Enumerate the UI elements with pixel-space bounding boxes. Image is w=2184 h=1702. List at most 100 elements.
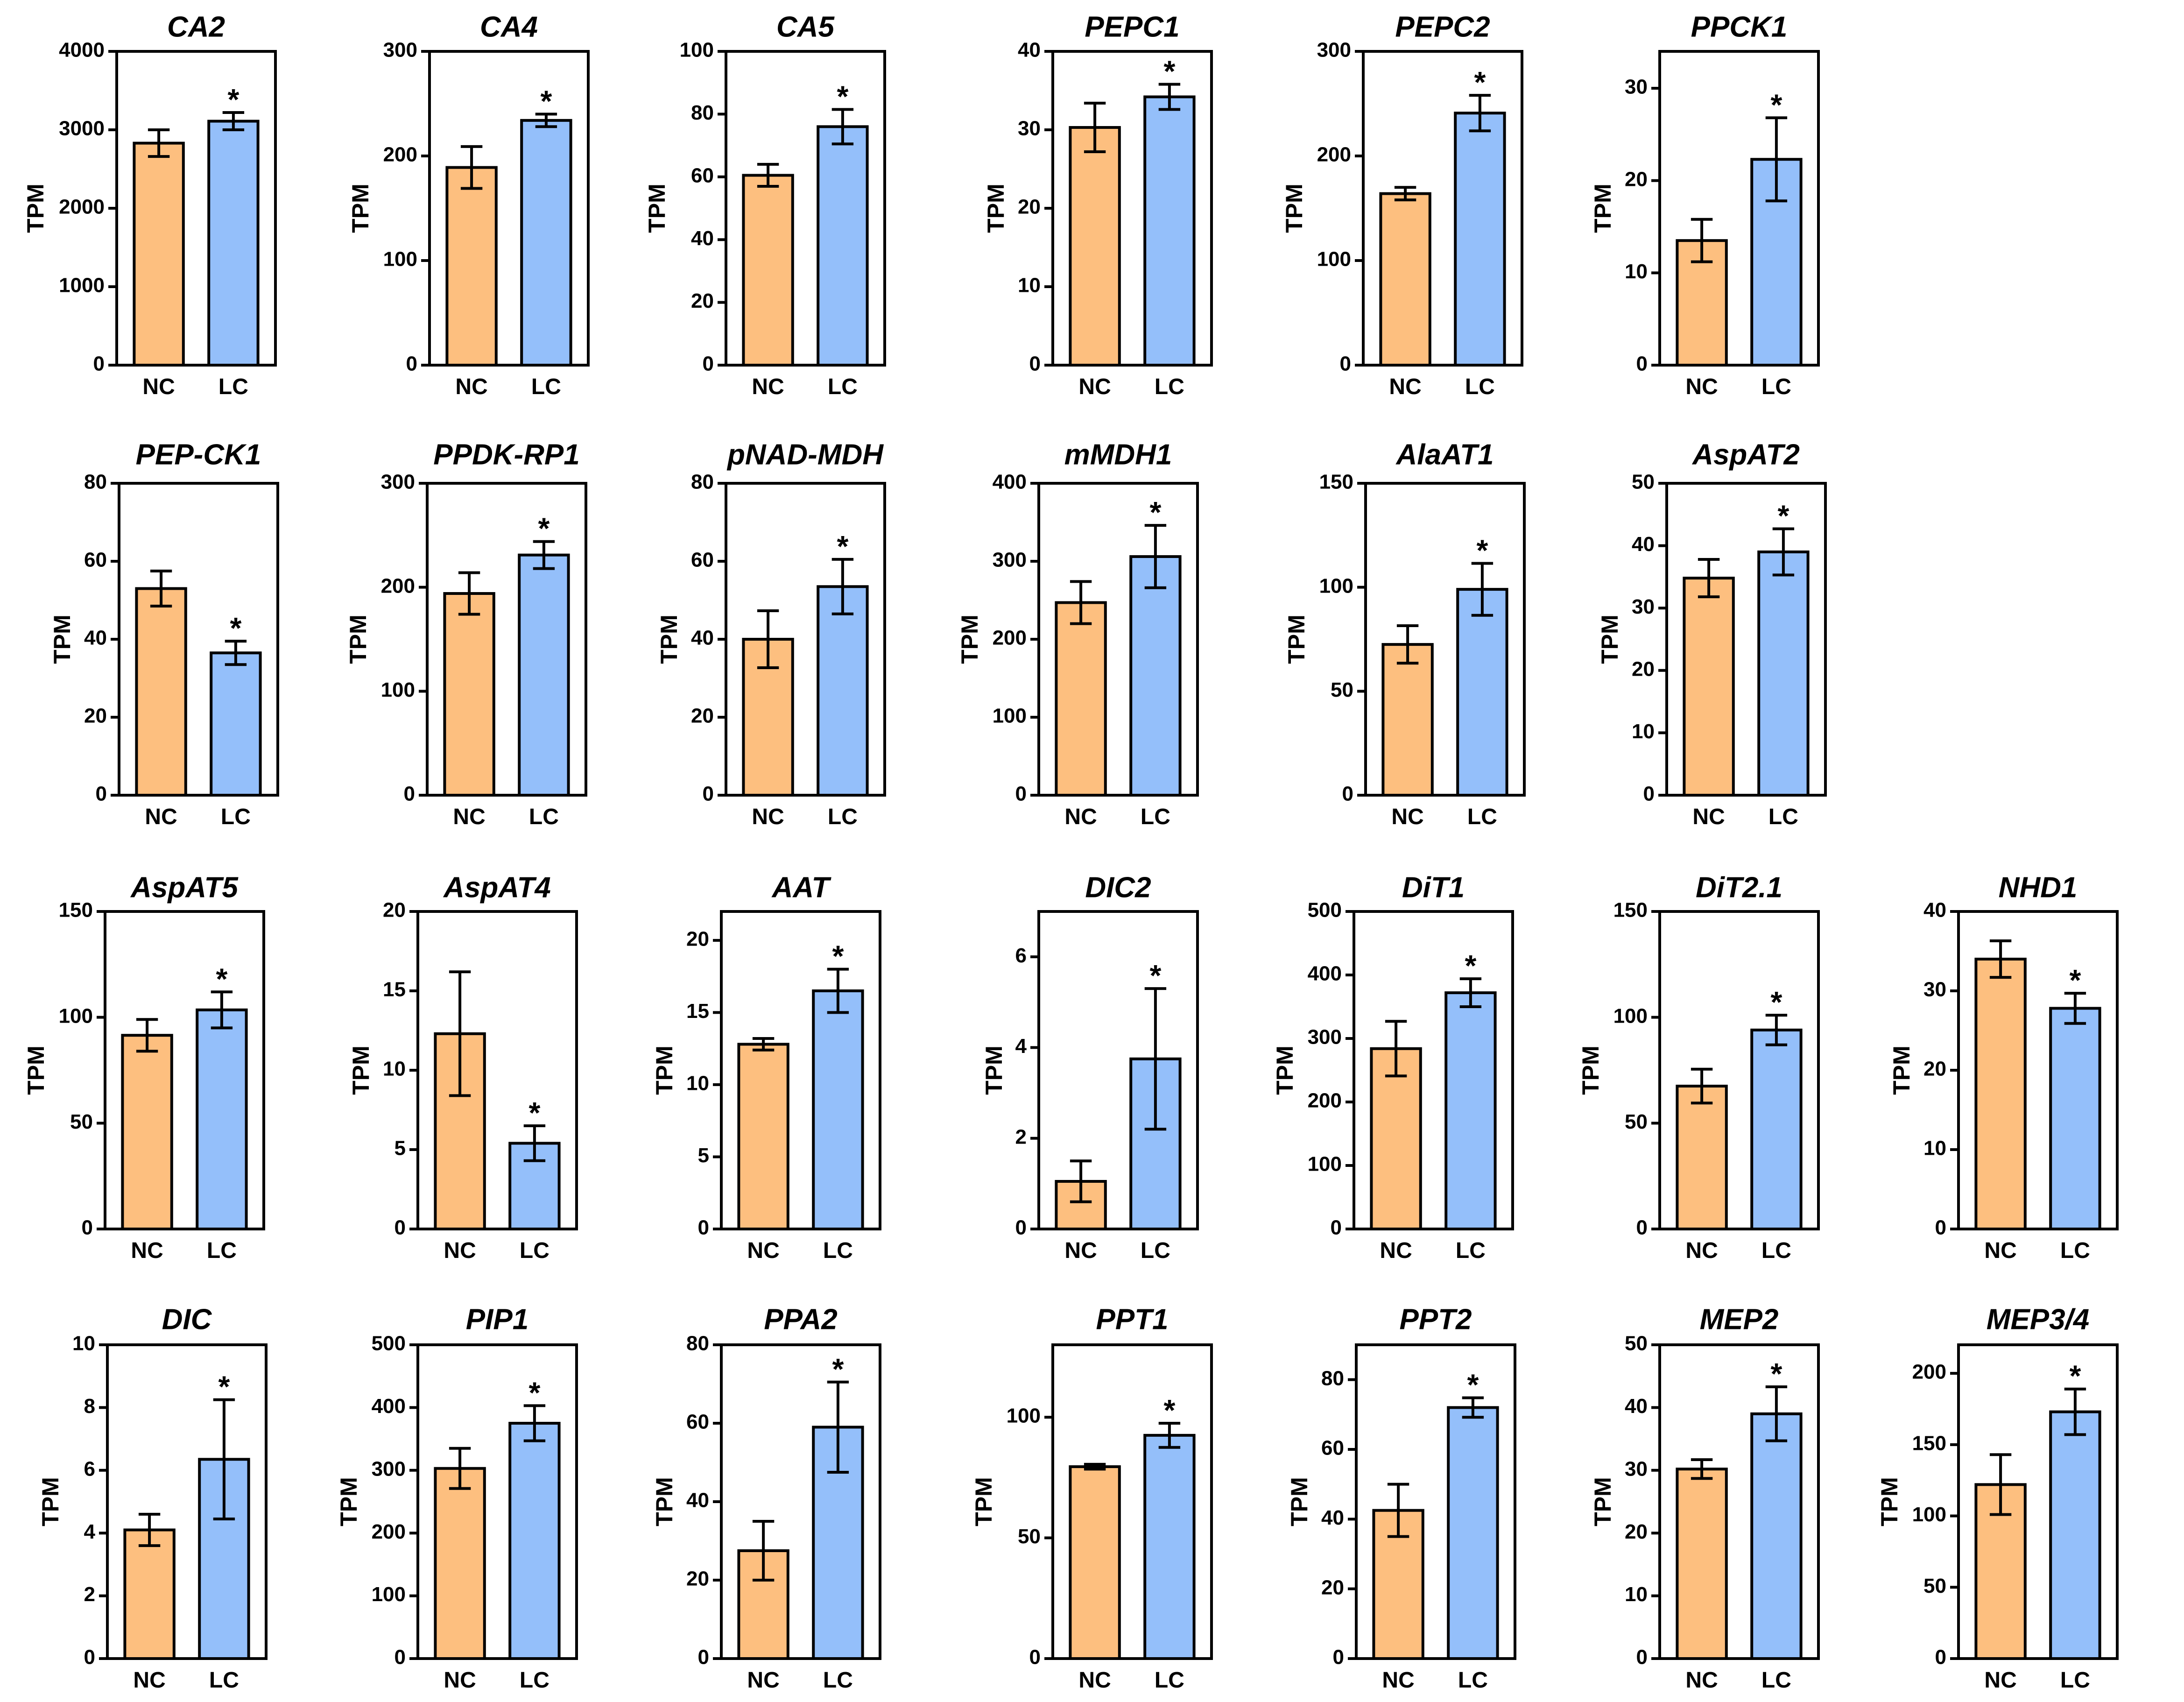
y-tick-label: 0: [1029, 1646, 1041, 1669]
significance-star: *: [538, 512, 550, 545]
panel-mmdh1: mMDH1NC*LC0100200300400TPM: [957, 438, 1198, 829]
y-tick-label: 0: [1935, 1646, 1946, 1669]
panel-title: AlaAT1: [1395, 438, 1494, 471]
panel-title: PPT2: [1399, 1303, 1472, 1335]
y-tick-label: 20: [1632, 657, 1655, 680]
y-axis-label: TPM: [348, 1045, 374, 1095]
panel-title: PIP1: [466, 1303, 528, 1335]
y-tick-label: 100: [1912, 1503, 1946, 1526]
y-tick-label: 300: [372, 1457, 406, 1480]
significance-star: *: [1770, 88, 1782, 121]
panel-pnad-mdh: pNAD-MDHNC*LC020406080TPM: [656, 438, 885, 829]
y-tick-label: 40: [1321, 1506, 1344, 1529]
significance-star: *: [837, 79, 848, 113]
significance-star: *: [1467, 1368, 1479, 1401]
bar-lc: [510, 1423, 559, 1659]
panel-ppdk-rp1: PPDK-RP1 NC * LC 0 100 200 300 TPM: [345, 438, 586, 829]
y-tick-label: 40: [84, 627, 107, 650]
y-tick-label: 10: [1923, 1137, 1946, 1160]
y-axis-label: TPM: [345, 614, 371, 664]
y-tick-label: 400: [372, 1395, 406, 1418]
y-tick-label: 40: [1923, 899, 1946, 922]
y-tick-label: 20: [1018, 196, 1041, 219]
bar-lc: [211, 653, 260, 795]
category-label-nc: NC: [747, 1668, 779, 1693]
y-tick-label: 0: [1636, 1216, 1648, 1239]
panel-title: CA2: [167, 11, 225, 43]
y-axis-label: TPM: [336, 1477, 362, 1526]
significance-star: *: [540, 84, 552, 118]
panel-title: CA4: [480, 11, 538, 43]
y-tick-label: 50: [1018, 1525, 1041, 1548]
category-label-lc: LC: [1467, 805, 1497, 829]
panel-title: DiT2.1: [1696, 871, 1782, 904]
y-tick-label: 0: [82, 1216, 93, 1239]
panel-ppt2: PPT2NC*LC020406080TPM: [1286, 1303, 1515, 1693]
y-tick-label: 8: [84, 1395, 95, 1418]
panel-pepc2: PEPC2 NC * LC 0 100 200 300 TPM: [1281, 11, 1522, 399]
y-tick-label: 100: [1308, 1153, 1342, 1176]
y-tick-label: 4: [1015, 1035, 1027, 1058]
category-label-nc: NC: [752, 374, 784, 399]
category-label-lc: LC: [1458, 1668, 1488, 1693]
y-tick-label: 0: [404, 783, 415, 805]
y-axis-label: TPM: [1888, 1045, 1915, 1095]
y-tick-label: 2: [84, 1583, 95, 1606]
y-tick-label: 100: [1317, 248, 1351, 271]
y-tick-label: 50: [1331, 678, 1353, 701]
category-label-lc: LC: [828, 374, 858, 399]
panel-title: CA5: [776, 11, 835, 43]
bar-nc: [1381, 194, 1430, 365]
y-tick-label: 15: [383, 978, 406, 1001]
bar-nc: [1070, 1467, 1119, 1659]
y-tick-label: 80: [691, 101, 714, 124]
bar-lc: [209, 121, 258, 365]
bar-lc: [521, 120, 571, 365]
significance-star: *: [2069, 1359, 2081, 1393]
significance-star: *: [1474, 65, 1486, 99]
y-axis-label: TPM: [22, 184, 49, 233]
y-tick-label: 20: [686, 927, 709, 950]
y-tick-label: 200: [1912, 1361, 1946, 1384]
category-label-nc: NC: [1389, 374, 1421, 399]
y-tick-label: 0: [93, 353, 105, 375]
bar-lc: [2050, 1008, 2099, 1229]
y-tick-label: 400: [993, 471, 1027, 494]
category-label-nc: NC: [1692, 805, 1725, 829]
significance-star: *: [832, 939, 844, 973]
y-tick-label: 4: [84, 1520, 96, 1543]
y-tick-label: 0: [406, 353, 417, 375]
bar-nc: [136, 588, 185, 795]
category-label-nc: NC: [131, 1238, 163, 1263]
y-tick-label: 0: [1015, 1216, 1027, 1239]
y-tick-label: 20: [1625, 1520, 1648, 1543]
y-tick-label: 200: [383, 143, 417, 166]
category-label-nc: NC: [1685, 1668, 1718, 1693]
panel-title: AspAT2: [1691, 438, 1800, 471]
category-label-nc: NC: [444, 1668, 476, 1693]
panel-title: PPCK1: [1691, 11, 1788, 43]
y-tick-label: 0: [1636, 353, 1648, 375]
y-tick-label: 6: [84, 1457, 95, 1480]
bar-nc: [739, 1044, 788, 1229]
bar-nc: [1684, 578, 1733, 795]
y-tick-label: 30: [1923, 978, 1946, 1001]
y-tick-label: 0: [1331, 1216, 1342, 1239]
y-tick-label: 300: [381, 471, 415, 494]
y-tick-label: 10: [1632, 720, 1655, 743]
y-tick-label: 10: [72, 1332, 95, 1355]
y-tick-label: 10: [383, 1058, 406, 1081]
panel-ca5: CA5 NC * LC 0 20 40 60 80 100 TPM: [644, 11, 885, 399]
significance-star: *: [1163, 55, 1175, 88]
y-tick-label: 0: [395, 1216, 406, 1239]
panel-pep-ck1: PEP-CK1 NC * LC 0 20 40 60 80 TPM: [49, 438, 278, 829]
y-tick-label: 300: [993, 549, 1027, 572]
bar-nc: [1677, 1469, 1726, 1659]
panel-title: MEP2: [1700, 1303, 1779, 1335]
bar-lc: [1145, 1435, 1194, 1659]
panel-mep3-4: MEP3/4NC*LC050100150200TPM: [1876, 1303, 2117, 1693]
y-tick-label: 30: [1018, 117, 1041, 140]
category-label-lc: LC: [520, 1238, 550, 1263]
panel-aspat2: AspAT2NC*LC01020304050TPM: [1597, 438, 1825, 829]
y-tick-label: 0: [1340, 353, 1351, 375]
